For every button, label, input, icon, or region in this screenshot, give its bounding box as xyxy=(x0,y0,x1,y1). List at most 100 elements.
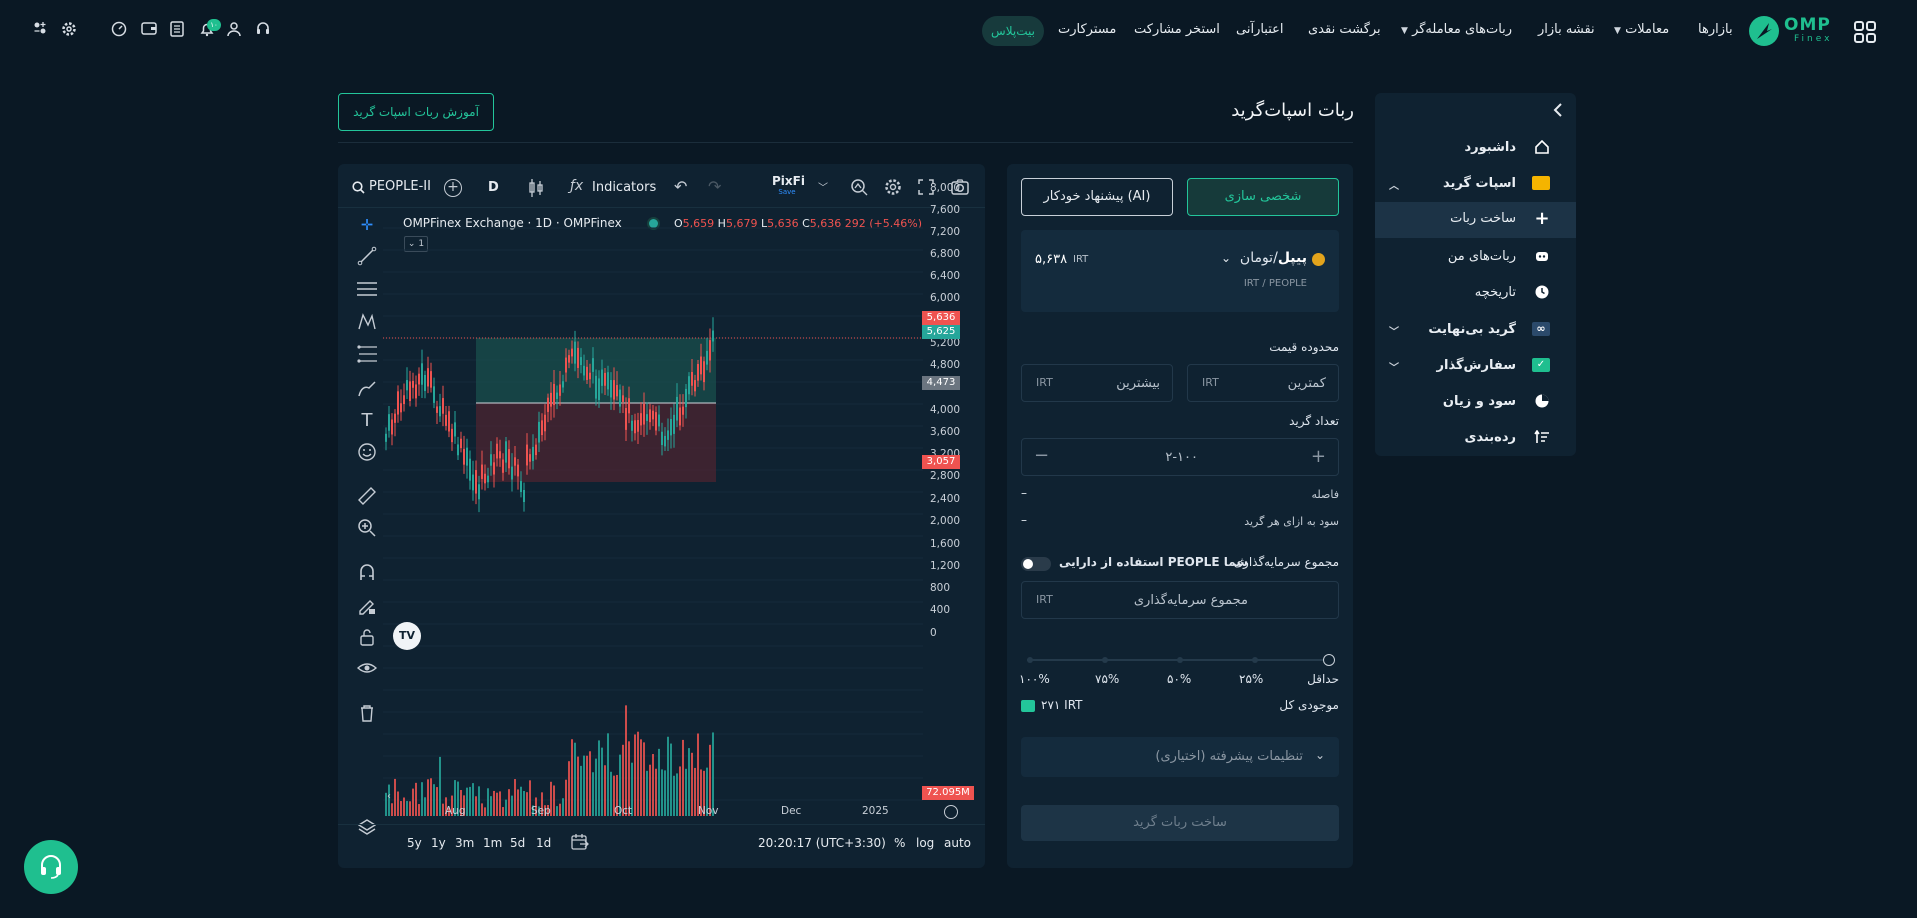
candle xyxy=(442,398,444,414)
layers-icon[interactable] xyxy=(356,818,378,840)
advanced-settings-toggle[interactable]: ⌄ تنظیمات پیشرفته (اختیاری) xyxy=(1021,737,1339,777)
notification-bell-icon[interactable]: ۱۰ xyxy=(198,19,221,39)
range-1m[interactable]: 1m xyxy=(483,836,503,850)
interval-button[interactable]: D xyxy=(488,180,499,195)
nav-markets[interactable]: بازارها xyxy=(1698,22,1733,37)
zoom-in-icon[interactable] xyxy=(356,518,378,540)
orders-list-icon[interactable] xyxy=(168,21,186,39)
candle xyxy=(562,381,564,388)
nav-trading-bots[interactable]: ▼ ربات‌های معامله‌گر xyxy=(1401,22,1512,37)
emoji-icon[interactable] xyxy=(356,442,378,464)
support-headset-icon[interactable] xyxy=(254,21,272,39)
range-5y[interactable]: 5y xyxy=(407,836,422,850)
pie-icon xyxy=(1534,394,1550,410)
text-tool-icon[interactable]: T xyxy=(361,410,373,431)
wallet-icon[interactable] xyxy=(140,21,158,39)
ohlc-low: 5,636 xyxy=(767,217,799,230)
slider-handle[interactable] xyxy=(1323,654,1335,666)
brush-icon[interactable] xyxy=(356,378,378,400)
order-icon: ✓ xyxy=(1532,358,1550,372)
sidebar-item-my-bots[interactable]: ربات‌های من xyxy=(1375,240,1576,274)
tradingview-logo-icon[interactable]: TV xyxy=(393,622,421,650)
eye-visibility-icon[interactable] xyxy=(356,660,378,682)
decrease-minus-icon[interactable]: − xyxy=(1034,445,1050,466)
use-asset-toggle[interactable] xyxy=(1021,557,1051,571)
sidebar-collapse-button[interactable] xyxy=(1553,103,1569,119)
sidebar-item-order-placer[interactable]: ✓ سفارش‌گذار ﹀ xyxy=(1375,349,1576,383)
log-toggle[interactable]: log xyxy=(916,836,935,850)
pair-card[interactable]: پیپل/تومان ⌄ IRT / PEOPLE IRT ۵,۶۳۸ xyxy=(1021,230,1339,312)
tutorial-button[interactable]: آموزش ربات اسپات گرید xyxy=(338,93,494,131)
date-range-icon[interactable] xyxy=(571,834,589,854)
nav-mastercard[interactable]: مسترکارت xyxy=(1058,22,1117,37)
settings-gear-icon[interactable] xyxy=(60,21,78,39)
sidebar-item-profit-loss[interactable]: سود و زیان xyxy=(1375,385,1576,419)
grid-form-panel: شخصی سازی پیشنهاد خودکار (AI) پیپل/تومان… xyxy=(1007,164,1353,868)
logo[interactable]: OMP Finex xyxy=(1748,13,1838,49)
sidebar-item-ranking[interactable]: رده‌بندی xyxy=(1375,421,1576,455)
min-price-input[interactable]: کمترین IRT xyxy=(1187,364,1339,402)
grid-count-stepper[interactable]: + ۲-۱۰۰ − xyxy=(1021,438,1339,476)
sidebar-item-dashboard[interactable]: داشبورد xyxy=(1375,131,1576,165)
compare-add-icon[interactable]: + xyxy=(444,179,462,197)
tab-custom[interactable]: شخصی سازی xyxy=(1187,178,1339,216)
nav-staking-pool[interactable]: استخر مشارکت xyxy=(1134,22,1220,37)
increase-plus-icon[interactable]: + xyxy=(1310,446,1326,467)
axis-settings-icon[interactable] xyxy=(944,805,958,819)
trend-line-icon[interactable] xyxy=(356,246,378,268)
tab-ai-suggest[interactable]: پیشنهاد خودکار (AI) xyxy=(1021,178,1173,216)
scroll-left-icon[interactable]: ‹ xyxy=(387,791,391,802)
redo-icon[interactable]: ↷ xyxy=(708,177,722,196)
range-3m[interactable]: 3m xyxy=(455,836,475,850)
sidebar-item-spot-grid[interactable]: اسپات گرید ︿ xyxy=(1375,167,1576,201)
candle xyxy=(502,459,504,473)
nav-instant-credit[interactable]: اعتبارآنی xyxy=(1236,22,1284,37)
ruler-icon[interactable] xyxy=(356,486,378,508)
auto-toggle[interactable]: auto xyxy=(944,836,972,850)
max-price-input[interactable]: بیشترین IRT xyxy=(1021,364,1173,402)
apps-grid-icon[interactable] xyxy=(1853,20,1877,44)
create-grid-bot-button[interactable]: ساخت ربات گرید xyxy=(1021,805,1339,841)
indicator-collapse-button[interactable]: ⌄ 1 xyxy=(404,236,428,252)
percent-toggle[interactable]: % xyxy=(894,836,906,850)
volume-bar xyxy=(706,767,708,816)
sidebar-item-history[interactable]: تاریخچه xyxy=(1375,276,1576,310)
nav-market-map[interactable]: نقشه بازار xyxy=(1538,22,1595,37)
fib-levels-icon[interactable] xyxy=(356,345,378,367)
dashboard-gauge-icon[interactable] xyxy=(110,21,128,39)
support-chat-button[interactable] xyxy=(24,840,78,894)
nav-cashback[interactable]: برگشت نقدی xyxy=(1308,22,1381,37)
quick-search-icon[interactable] xyxy=(850,178,868,200)
pair-subtitle: IRT / PEOPLE xyxy=(1243,278,1307,289)
lock-drawings-icon[interactable] xyxy=(356,596,378,618)
undo-icon[interactable]: ↶ xyxy=(674,177,688,196)
volume-bar xyxy=(493,790,495,816)
nav-bitplus-pill[interactable]: بیت‌پلاس xyxy=(982,16,1044,46)
screenshot-camera-icon[interactable] xyxy=(951,179,969,199)
trash-icon[interactable] xyxy=(356,704,378,726)
nav-trades[interactable]: ▼ معاملات xyxy=(1614,22,1669,37)
pattern-xabcd-icon[interactable] xyxy=(356,312,378,334)
price-chart[interactable] xyxy=(383,208,923,826)
max-price-placeholder: بیشترین xyxy=(1116,376,1160,391)
theme-sun-icon[interactable] xyxy=(31,21,49,39)
sidebar-item-create-bot[interactable]: + ساخت ربات xyxy=(1375,202,1576,238)
sidebar-item-infinity-grid[interactable]: ∞ گرید بی‌نهایت ﹀ xyxy=(1375,313,1576,347)
candle xyxy=(679,407,681,426)
user-icon[interactable] xyxy=(225,21,243,39)
layout-chevron-icon[interactable]: ﹀ xyxy=(818,183,828,194)
magnet-icon[interactable] xyxy=(356,562,378,584)
unlock-icon[interactable] xyxy=(356,628,378,650)
range-5d[interactable]: 5d xyxy=(510,836,526,850)
crosshair-icon[interactable]: ✛ xyxy=(360,216,374,234)
volume-bar xyxy=(436,787,438,816)
chart-settings-icon[interactable] xyxy=(884,178,902,200)
investment-input[interactable]: مجموع سرمایه‌گذاری IRT xyxy=(1021,581,1339,619)
fullscreen-icon[interactable] xyxy=(918,179,934,199)
parallel-lines-icon[interactable] xyxy=(356,280,378,302)
range-1d[interactable]: 1d xyxy=(536,836,552,850)
candle-type-icon[interactable] xyxy=(528,178,544,198)
layout-brand[interactable]: PixFi Save xyxy=(772,174,805,196)
range-1y[interactable]: 1y xyxy=(431,836,446,850)
investment-slider[interactable] xyxy=(1027,654,1335,666)
